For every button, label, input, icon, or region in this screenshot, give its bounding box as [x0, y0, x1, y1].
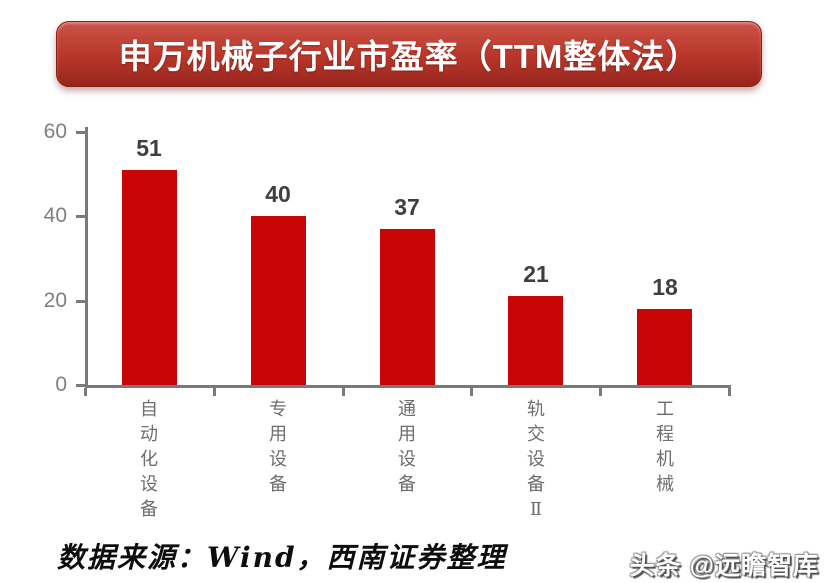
y-axis-tick [76, 384, 85, 387]
category-character: 械 [656, 474, 674, 495]
category-character: 备 [140, 499, 158, 520]
y-axis-tick-label: 20 [43, 288, 67, 312]
category-character: 用 [269, 424, 287, 445]
category-character: Ⅱ [529, 499, 543, 520]
category-character: 设 [269, 449, 287, 470]
category-character: 设 [527, 449, 545, 470]
category-character: 设 [398, 449, 416, 470]
bar-value-label: 40 [265, 181, 291, 207]
x-axis-category-label: 专用设备 [256, 397, 300, 497]
bar-value-label: 51 [136, 135, 162, 161]
data-source-note: 数据来源：Wind，西南证券整理 [57, 541, 507, 574]
category-character: 备 [527, 474, 545, 495]
chart-bar [251, 216, 306, 385]
category-character: 轨 [527, 399, 545, 420]
chart-bar [637, 309, 692, 385]
y-axis-line [85, 127, 88, 388]
category-character: 备 [269, 474, 287, 495]
x-axis-tick [728, 388, 731, 396]
x-axis-tick [470, 388, 474, 396]
y-axis-tick [76, 215, 85, 219]
category-character: 机 [656, 449, 674, 470]
category-character: 专 [269, 399, 287, 420]
x-axis-tick [84, 388, 87, 396]
x-axis-category-label: 轨交设备 Ⅱ [514, 397, 558, 522]
y-axis-tick-label: 40 [43, 204, 67, 228]
y-axis-tick-label: 60 [43, 120, 67, 143]
chart-bar [122, 170, 177, 385]
category-character: 工 [656, 399, 674, 420]
chart-title: 申万机械子行业市盈率（TTM整体法） [118, 38, 700, 75]
chart-bar [508, 296, 563, 385]
category-character: 化 [140, 449, 158, 470]
x-axis-tick [212, 388, 216, 396]
category-character: 备 [398, 474, 416, 495]
x-axis-category-label: 通用设备 [385, 397, 429, 497]
category-character: 动 [140, 424, 158, 445]
category-character: 自 [140, 399, 158, 420]
watermark: 头条 @远瞻智库 [629, 552, 819, 580]
x-axis-tick [341, 388, 345, 396]
category-character: 设 [140, 474, 158, 495]
bar-value-label: 21 [523, 261, 549, 287]
chart-bar [380, 229, 435, 385]
y-axis-tick-label: 0 [55, 373, 67, 396]
x-axis-category-label: 自动化设备 [127, 397, 171, 522]
category-character: 程 [656, 424, 674, 445]
bar-value-label: 37 [394, 194, 420, 220]
category-character: 交 [527, 424, 545, 445]
x-axis-line [85, 385, 731, 388]
x-axis-category-label: 工程机械 [643, 397, 687, 497]
y-axis-tick [76, 131, 85, 134]
category-character: 通 [398, 399, 416, 420]
y-axis-tick [76, 299, 85, 303]
bar-value-label: 18 [652, 274, 678, 300]
title-banner: 申万机械子行业市盈率（TTM整体法） [56, 21, 762, 87]
x-axis-tick [599, 388, 603, 396]
category-character: 用 [398, 424, 416, 445]
